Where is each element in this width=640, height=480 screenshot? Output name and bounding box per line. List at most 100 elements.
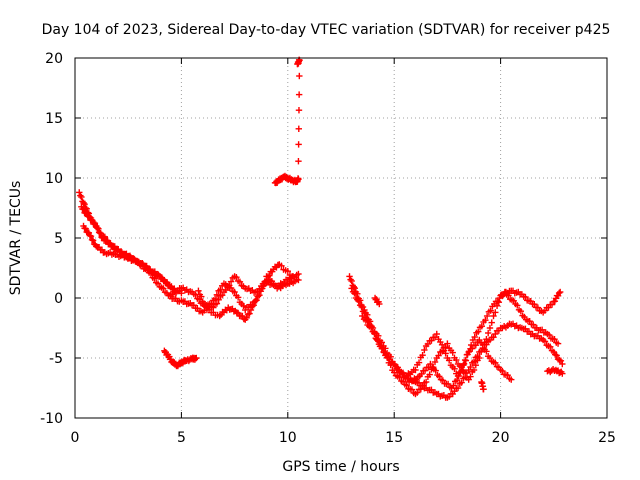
data-point [427, 360, 434, 368]
data-point [456, 369, 464, 376]
data-point [249, 303, 256, 310]
data-point [151, 275, 158, 282]
data-point [488, 319, 495, 326]
data-point [450, 382, 457, 389]
y-tick-label: -5 [49, 351, 63, 367]
data-point [295, 158, 302, 165]
data-point [487, 307, 494, 314]
data-point [202, 302, 209, 309]
data-point [479, 341, 487, 348]
data-point [93, 243, 100, 250]
data-point [431, 358, 439, 366]
data-point [284, 268, 291, 275]
data-point [82, 225, 89, 232]
data-point [160, 285, 167, 292]
grid-lines [75, 58, 607, 418]
data-point [256, 292, 263, 299]
data-point [231, 288, 238, 296]
x-axis-label: GPS time / hours [282, 459, 399, 475]
data-point [419, 352, 426, 359]
data-point [461, 356, 469, 364]
data-point [421, 346, 428, 354]
data-point [168, 283, 175, 290]
data-point [470, 358, 478, 365]
data-point [266, 272, 273, 279]
data-point [295, 107, 303, 114]
data-point [240, 302, 247, 309]
data-point [95, 225, 102, 232]
data-point [438, 341, 446, 348]
data-point [430, 364, 437, 371]
data-point [514, 302, 521, 309]
data-point [296, 72, 303, 80]
data-point [358, 303, 365, 310]
data-point [88, 217, 96, 224]
data-point [478, 323, 486, 330]
data-point [227, 278, 235, 285]
data-point [499, 367, 506, 375]
y-tick-label: 20 [45, 51, 63, 67]
data-point [198, 293, 205, 300]
data-point [552, 351, 559, 358]
data-point [445, 357, 453, 364]
data-point [458, 379, 465, 386]
data-point [362, 317, 370, 324]
data-point [504, 372, 511, 379]
data-point [555, 289, 563, 297]
data-point [263, 277, 270, 284]
data-point [426, 371, 433, 378]
data-point [195, 287, 202, 294]
data-point [278, 262, 285, 269]
data-point [250, 302, 257, 309]
data-point [77, 192, 84, 199]
data-point [236, 278, 244, 285]
data-point [556, 288, 564, 296]
data-point [243, 314, 250, 321]
data-point [451, 365, 458, 372]
data-point [482, 317, 489, 324]
data-point [85, 213, 93, 220]
data-point [490, 312, 497, 320]
data-point [442, 344, 449, 351]
data-point [295, 270, 302, 278]
data-point [449, 349, 456, 356]
data-point [371, 330, 378, 337]
data-point [492, 359, 499, 366]
data-point [193, 354, 200, 362]
data-point [467, 373, 474, 380]
data-point [76, 189, 83, 196]
data-point [483, 336, 490, 343]
data-point [554, 340, 562, 347]
data-point [453, 356, 460, 364]
data-point [557, 357, 565, 364]
data-point [380, 348, 387, 356]
data-point [476, 354, 483, 362]
data-point [98, 234, 105, 241]
y-tick-label: 0 [54, 291, 63, 307]
x-tick-label: 15 [385, 430, 403, 446]
data-point [234, 309, 242, 317]
data-point [435, 352, 442, 359]
data-point [239, 312, 246, 320]
data-point [348, 277, 355, 285]
data-point [412, 366, 419, 374]
data-point [383, 354, 391, 361]
data-point [103, 237, 111, 245]
data-point [444, 340, 451, 347]
data-point [484, 329, 492, 337]
data-point [254, 293, 262, 300]
data-point [559, 370, 566, 377]
data-point [246, 310, 253, 317]
data-point [551, 336, 558, 343]
data-point [373, 336, 381, 344]
data-point [472, 362, 479, 369]
y-axis-label: SDTVAR / TECUs [8, 181, 24, 296]
data-point [467, 363, 474, 371]
data-point [260, 282, 267, 289]
data-point [559, 360, 566, 368]
chart-title: Day 104 of 2023, Sidereal Day-to-day VTE… [42, 22, 611, 38]
data-point [367, 324, 375, 331]
data-point [460, 362, 467, 369]
data-point [355, 298, 362, 305]
data-point [470, 366, 478, 374]
